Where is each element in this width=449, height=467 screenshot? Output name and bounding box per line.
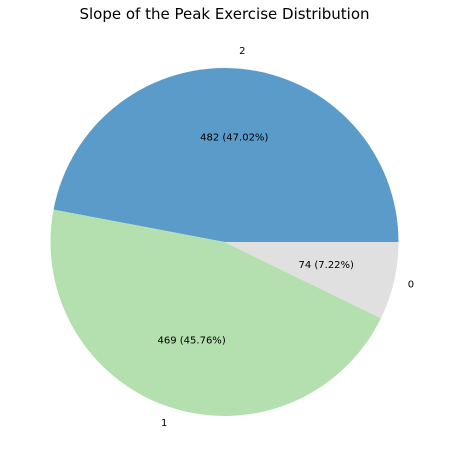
slice-value-label-2: 482 (47.02%) xyxy=(200,133,268,144)
chart-title: Slope of the Peak Exercise Distribution xyxy=(79,5,369,23)
slice-label-2: 2 xyxy=(239,46,245,57)
pie-slice-1 xyxy=(50,209,381,416)
pie-slices xyxy=(50,68,399,416)
pie-labels: 2 482 (47.02%) 1 469 (45.76%) 0 74 (7.22%) xyxy=(158,46,415,429)
slice-label-0: 0 xyxy=(408,280,414,291)
pie-slice-2 xyxy=(53,68,399,242)
slice-label-1: 1 xyxy=(161,418,167,429)
slice-value-label-0: 74 (7.22%) xyxy=(298,260,354,271)
pie-slice-0 xyxy=(224,242,399,319)
slice-value-label-1: 469 (45.76%) xyxy=(158,336,226,347)
